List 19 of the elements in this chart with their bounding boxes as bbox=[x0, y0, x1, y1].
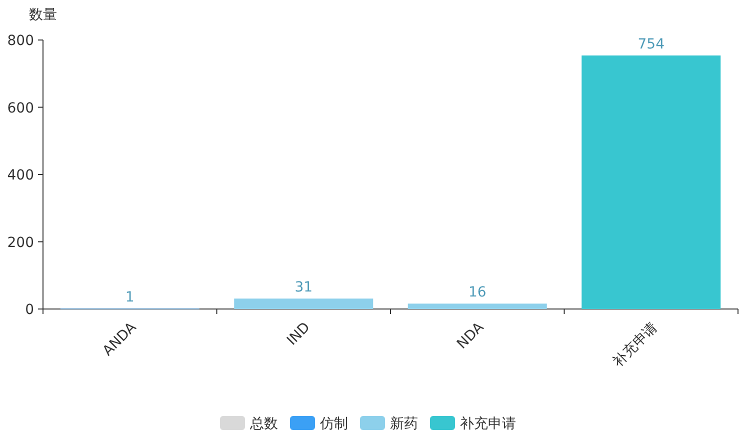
y-tick-label: 400 bbox=[7, 168, 34, 184]
data-label: 31 bbox=[294, 280, 313, 296]
x-tick-label: 补充申请 bbox=[610, 319, 661, 370]
y-axis-title: 数量 bbox=[29, 7, 57, 23]
bar bbox=[408, 304, 547, 309]
legend-label: 仿制 bbox=[319, 416, 348, 432]
y-tick-label: 600 bbox=[7, 100, 34, 116]
data-label: 754 bbox=[638, 36, 665, 52]
y-tick-label: 0 bbox=[25, 302, 34, 318]
legend-label: 总数 bbox=[249, 416, 278, 432]
legend-label: 补充申请 bbox=[460, 416, 516, 432]
y-tick-label: 800 bbox=[7, 33, 34, 49]
y-tick-label: 200 bbox=[7, 234, 34, 251]
bar bbox=[582, 55, 721, 309]
data-label: 1 bbox=[125, 290, 134, 306]
legend-label: 新药 bbox=[390, 416, 418, 432]
data-label: 16 bbox=[468, 284, 486, 301]
bar bbox=[234, 298, 374, 309]
x-tick-label: IND bbox=[284, 319, 314, 349]
